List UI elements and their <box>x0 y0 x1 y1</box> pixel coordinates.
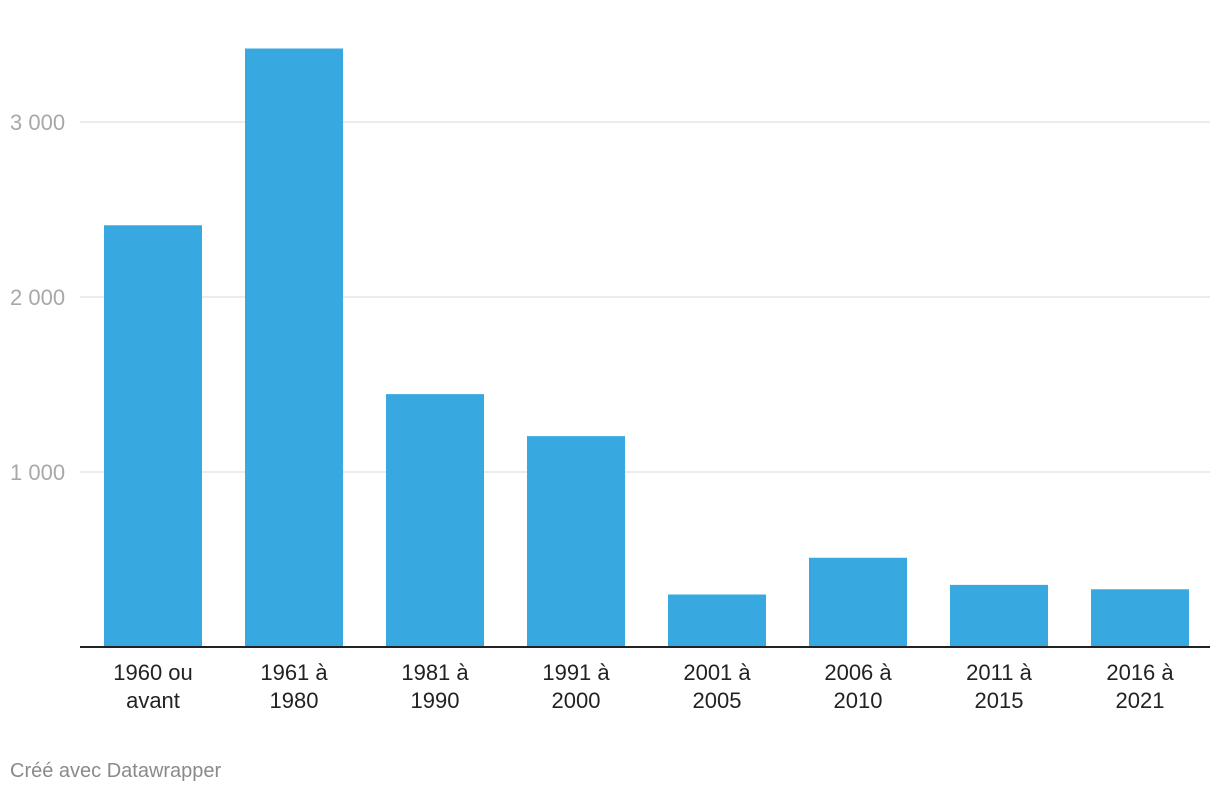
x-tick-label: 2011 à 2015 <box>966 660 1032 713</box>
bars <box>104 48 1189 647</box>
x-tick-label: 1961 à 1980 <box>260 660 328 713</box>
credit-text: Créé avec Datawrapper <box>10 760 222 782</box>
x-tick-label: 2001 à 2005 <box>683 660 751 713</box>
y-tick-label: 1 000 <box>10 460 65 485</box>
x-tick-label: 1981 à 1990 <box>401 660 469 713</box>
x-tick-label: 1960 ou avant <box>113 660 193 713</box>
x-axis-tick-labels: 1960 ou avant 1961 à 1980 1981 à 1990 1991 à 20… <box>113 660 1174 713</box>
x-tick-label: 1991 à 2000 <box>542 660 610 713</box>
bar <box>668 594 766 647</box>
y-tick-label: 3 000 <box>10 110 65 135</box>
bar <box>1091 589 1189 647</box>
y-tick-label: 2 000 <box>10 285 65 310</box>
bar <box>527 436 625 647</box>
bar <box>950 584 1048 647</box>
bar <box>104 225 202 647</box>
bar <box>245 48 343 647</box>
x-tick-label: 2006 à 2010 <box>824 660 892 713</box>
y-axis-tick-labels: 1 000 2 000 3 000 <box>10 110 65 485</box>
bar <box>386 394 484 647</box>
x-tick-label: 2016 à 2021 <box>1106 660 1174 713</box>
bar <box>809 557 907 647</box>
